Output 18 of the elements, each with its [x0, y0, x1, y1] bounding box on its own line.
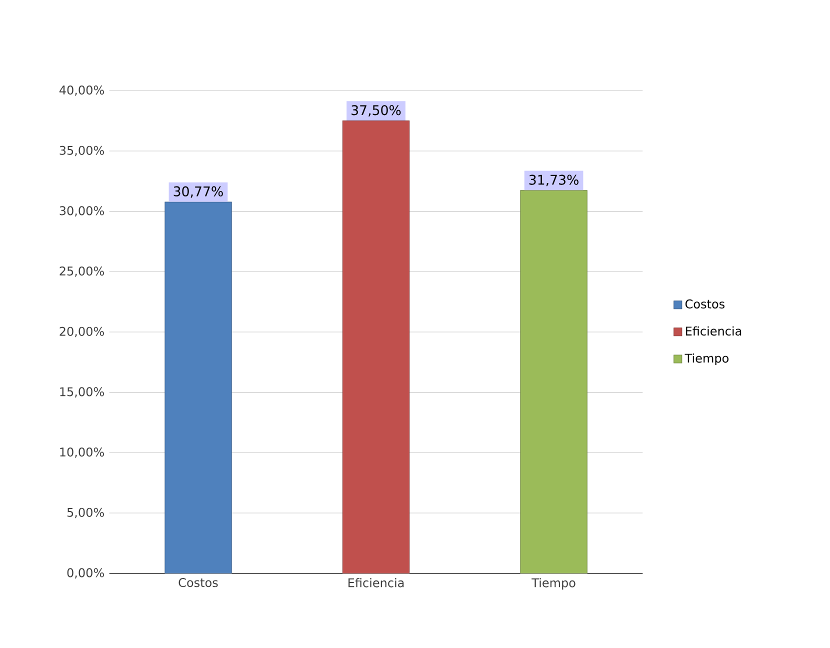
- x-tick-label: Costos: [178, 578, 218, 588]
- data-label: 37,50%: [352, 105, 401, 117]
- y-tick-label: 15,00%: [60, 387, 104, 398]
- y-tick-label: 5,00%: [67, 508, 104, 518]
- y-tick-label: 0,00%: [67, 568, 104, 578]
- y-tick-label: 35,00%: [60, 146, 104, 156]
- data-label: 30,77%: [174, 186, 223, 198]
- x-tick-label: Eficiencia: [348, 578, 404, 588]
- y-tick-label: 10,00%: [60, 448, 104, 458]
- legend-label: Eficiencia: [686, 326, 742, 336]
- y-tick-label: 30,00%: [60, 206, 104, 216]
- y-tick-label: 40,00%: [59, 86, 104, 96]
- legend-label: Tiempo: [684, 353, 728, 366]
- y-tick-label: 20,00%: [60, 326, 104, 338]
- legend-label: Costos: [685, 299, 724, 308]
- x-tick-label: Tiempo: [532, 578, 576, 590]
- y-tick-label: 25,00%: [60, 266, 104, 277]
- data-label: 31,73%: [529, 174, 578, 186]
